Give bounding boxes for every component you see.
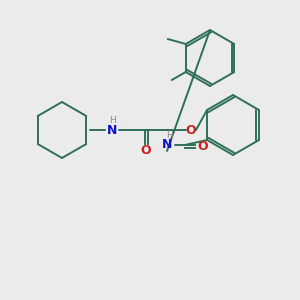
Text: O: O [186, 124, 196, 136]
Text: N: N [162, 139, 172, 152]
Text: H: H [110, 116, 116, 125]
Text: O: O [141, 145, 151, 158]
Text: H: H [166, 131, 172, 140]
Text: N: N [107, 124, 117, 136]
Text: O: O [198, 140, 208, 152]
